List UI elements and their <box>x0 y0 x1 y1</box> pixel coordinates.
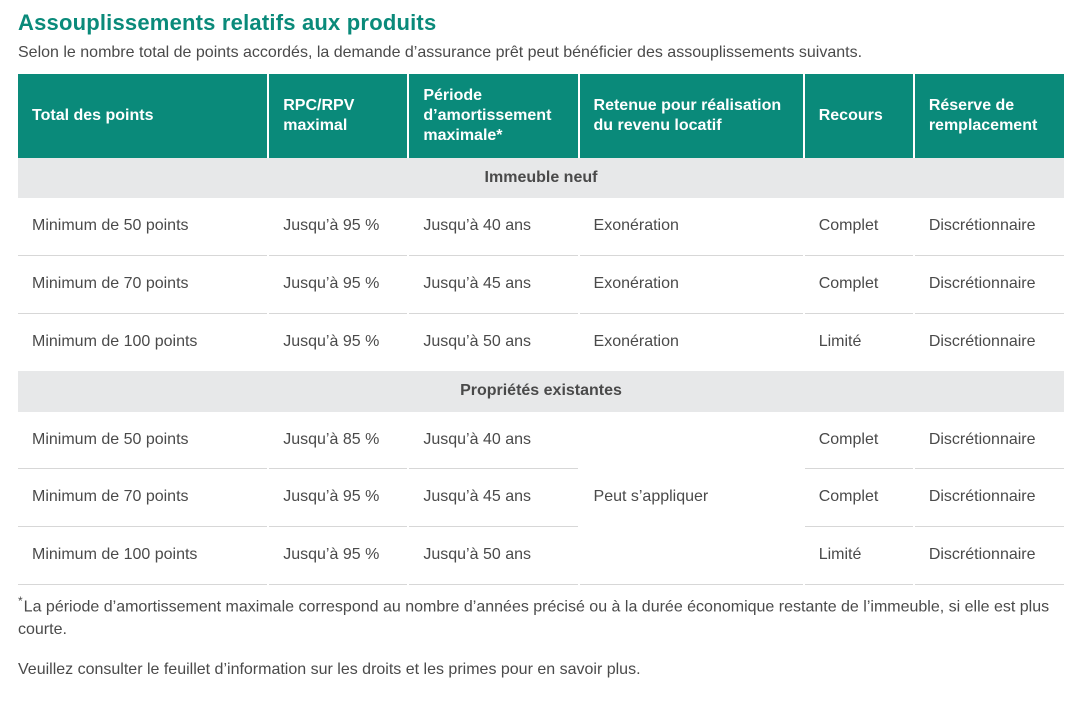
table-row: Minimum de 70 points Jusqu’à 95 % Jusqu’… <box>18 469 1064 527</box>
table-row: Minimum de 100 points Jusqu’à 95 % Jusqu… <box>18 313 1064 370</box>
cell-rpc: Jusqu’à 95 % <box>268 469 408 527</box>
col-header-retenue: Retenue pour réalisation du revenu locat… <box>579 74 804 158</box>
cell-retenue-merged: Peut s’appliquer <box>579 412 804 585</box>
cell-rpc: Jusqu’à 95 % <box>268 256 408 314</box>
cell-rpc: Jusqu’à 95 % <box>268 313 408 370</box>
cell-recours: Complet <box>804 198 914 255</box>
col-header-rpc: RPC/RPV maximal <box>268 74 408 158</box>
cell-amort: Jusqu’à 45 ans <box>408 256 578 314</box>
footnote-more-info: Veuillez consulter le feuillet d’informa… <box>18 658 1064 681</box>
section-label: Immeuble neuf <box>18 158 1064 199</box>
cell-amort: Jusqu’à 50 ans <box>408 527 578 585</box>
footnote-star: * <box>18 594 23 608</box>
cell-rpc: Jusqu’à 85 % <box>268 412 408 469</box>
cell-amort: Jusqu’à 40 ans <box>408 198 578 255</box>
table-row: Minimum de 50 points Jusqu’à 95 % Jusqu’… <box>18 198 1064 255</box>
cell-recours: Limité <box>804 527 914 585</box>
cell-reserve: Discrétionnaire <box>914 469 1064 527</box>
cell-rpc: Jusqu’à 95 % <box>268 198 408 255</box>
footnote-amort: *La période d’amortissement maximale cor… <box>18 593 1064 642</box>
cell-retenue: Exonération <box>579 198 804 255</box>
cell-recours: Complet <box>804 412 914 469</box>
col-header-reserve: Réserve de remplacement <box>914 74 1064 158</box>
cell-retenue: Exonération <box>579 256 804 314</box>
cell-points: Minimum de 50 points <box>18 198 268 255</box>
cell-amort: Jusqu’à 45 ans <box>408 469 578 527</box>
col-header-amort: Période d’amortissement maximale* <box>408 74 578 158</box>
section-header-new: Immeuble neuf <box>18 158 1064 199</box>
cell-rpc: Jusqu’à 95 % <box>268 527 408 585</box>
flex-table: Total des points RPC/RPV maximal Période… <box>18 74 1064 585</box>
page: Assouplissements relatifs aux produits S… <box>0 0 1082 717</box>
cell-recours: Complet <box>804 469 914 527</box>
cell-retenue: Exonération <box>579 313 804 370</box>
cell-points: Minimum de 100 points <box>18 313 268 370</box>
cell-amort: Jusqu’à 40 ans <box>408 412 578 469</box>
page-title: Assouplissements relatifs aux produits <box>18 10 1064 36</box>
cell-recours: Complet <box>804 256 914 314</box>
cell-amort: Jusqu’à 50 ans <box>408 313 578 370</box>
table-row: Minimum de 100 points Jusqu’à 95 % Jusqu… <box>18 527 1064 585</box>
cell-points: Minimum de 100 points <box>18 527 268 585</box>
table-row: Minimum de 50 points Jusqu’à 85 % Jusqu’… <box>18 412 1064 469</box>
cell-reserve: Discrétionnaire <box>914 256 1064 314</box>
cell-reserve: Discrétionnaire <box>914 527 1064 585</box>
cell-reserve: Discrétionnaire <box>914 313 1064 370</box>
section-label: Propriétés existantes <box>18 371 1064 412</box>
cell-points: Minimum de 70 points <box>18 469 268 527</box>
col-header-recours: Recours <box>804 74 914 158</box>
cell-recours: Limité <box>804 313 914 370</box>
page-subtitle: Selon le nombre total de points accordés… <box>18 42 1064 64</box>
col-header-points: Total des points <box>18 74 268 158</box>
cell-reserve: Discrétionnaire <box>914 412 1064 469</box>
section-header-existing: Propriétés existantes <box>18 371 1064 412</box>
cell-points: Minimum de 70 points <box>18 256 268 314</box>
table-header-row: Total des points RPC/RPV maximal Période… <box>18 74 1064 158</box>
cell-reserve: Discrétionnaire <box>914 198 1064 255</box>
cell-points: Minimum de 50 points <box>18 412 268 469</box>
table-row: Minimum de 70 points Jusqu’à 95 % Jusqu’… <box>18 256 1064 314</box>
footnote-text: La période d’amortissement maximale corr… <box>18 598 1049 638</box>
